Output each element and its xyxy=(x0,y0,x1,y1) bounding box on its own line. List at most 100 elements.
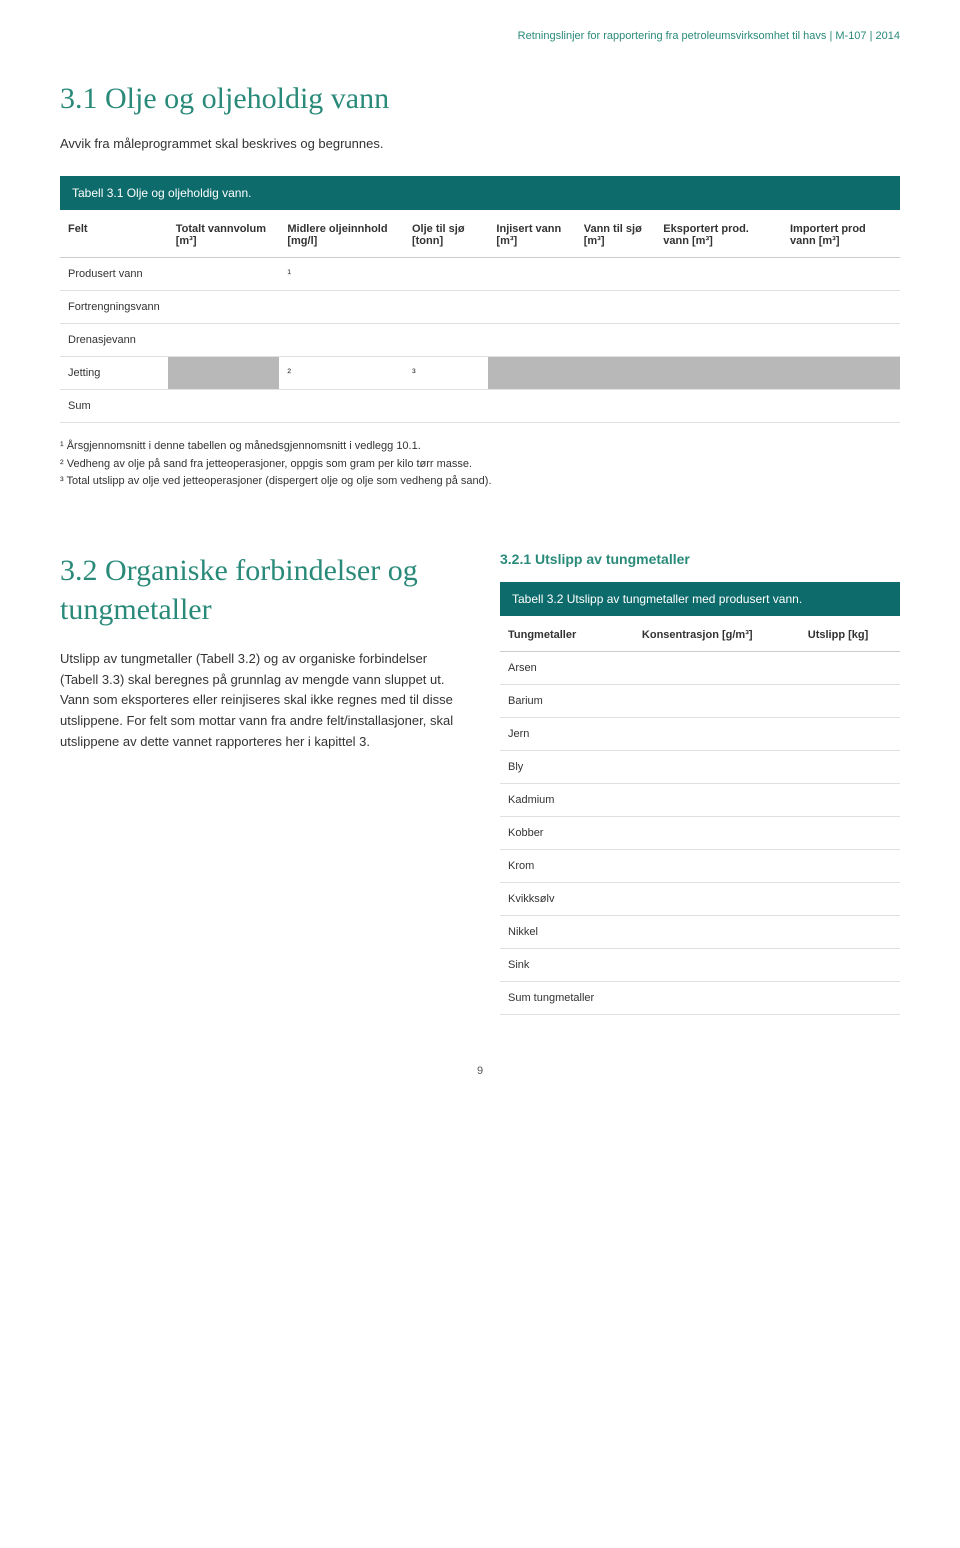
cell xyxy=(488,324,575,357)
col-header: Utslipp [kg] xyxy=(800,619,900,652)
table-row: Jern xyxy=(500,717,900,750)
cell xyxy=(800,651,900,684)
footnote-1: ¹ Årsgjennomsnitt i denne tabellen og må… xyxy=(60,438,900,456)
row-label: Produsert vann xyxy=(60,258,168,291)
cell xyxy=(404,258,488,291)
row-label: Drenasjevann xyxy=(60,324,168,357)
row-label: Kadmium xyxy=(500,783,634,816)
cell xyxy=(800,849,900,882)
col-header: Injisert vann [m³] xyxy=(488,213,575,258)
row-label: Nikkel xyxy=(500,915,634,948)
cell xyxy=(782,357,900,390)
cell xyxy=(634,882,800,915)
table-row: Kobber xyxy=(500,816,900,849)
cell xyxy=(488,291,575,324)
table-row: Fortrengningsvann xyxy=(60,291,900,324)
cell xyxy=(800,816,900,849)
footnote-3: ³ Total utslipp av olje ved jetteoperasj… xyxy=(60,473,900,491)
cell xyxy=(800,882,900,915)
row-label: Kvikksølv xyxy=(500,882,634,915)
table-row: Barium xyxy=(500,684,900,717)
section-3-1-heading: 3.1 Olje og oljeholdig vann xyxy=(60,82,900,116)
cell xyxy=(634,750,800,783)
col-header: Vann til sjø [m³] xyxy=(576,213,656,258)
cell xyxy=(634,948,800,981)
row-label: Jern xyxy=(500,717,634,750)
table-row: Kadmium xyxy=(500,783,900,816)
cell xyxy=(168,390,280,423)
footnote-2: ² Vedheng av olje på sand fra jetteopera… xyxy=(60,456,900,474)
table-row: Kvikksølv xyxy=(500,882,900,915)
cell: ³ xyxy=(404,357,488,390)
cell xyxy=(634,684,800,717)
section-3-2-body: Utslipp av tungmetaller (Tabell 3.2) og … xyxy=(60,649,460,753)
cell xyxy=(800,948,900,981)
table-row: Sink xyxy=(500,948,900,981)
cell: ¹ xyxy=(279,258,404,291)
row-label: Sum xyxy=(60,390,168,423)
cell xyxy=(655,357,782,390)
cell xyxy=(576,291,656,324)
cell xyxy=(168,324,280,357)
cell xyxy=(279,324,404,357)
cell xyxy=(655,324,782,357)
cell xyxy=(168,258,280,291)
table-row: Produsert vann ¹ xyxy=(60,258,900,291)
table-row: Sum tungmetaller xyxy=(500,981,900,1014)
cell xyxy=(404,291,488,324)
cell xyxy=(800,981,900,1014)
cell xyxy=(279,291,404,324)
cell xyxy=(782,258,900,291)
cell xyxy=(800,717,900,750)
cell: ² xyxy=(279,357,404,390)
cell xyxy=(800,750,900,783)
cell xyxy=(634,915,800,948)
col-header: Importert prod vann [m³] xyxy=(782,213,900,258)
cell xyxy=(576,258,656,291)
cell xyxy=(782,291,900,324)
col-header: Tungmetaller xyxy=(500,619,634,652)
cell xyxy=(576,357,656,390)
page-number: 9 xyxy=(60,1065,900,1077)
cell xyxy=(634,981,800,1014)
cell xyxy=(634,783,800,816)
table-3-1: Felt Totalt vannvolum [m³] Midlere oljei… xyxy=(60,213,900,423)
cell xyxy=(488,357,575,390)
cell xyxy=(634,717,800,750)
row-label: Barium xyxy=(500,684,634,717)
cell xyxy=(168,291,280,324)
cell xyxy=(404,390,488,423)
page-header: Retningslinjer for rapportering fra petr… xyxy=(60,30,900,42)
cell xyxy=(634,651,800,684)
row-label: Bly xyxy=(500,750,634,783)
cell xyxy=(488,390,575,423)
table-row: Jetting ²³ xyxy=(60,357,900,390)
row-label: Sum tungmetaller xyxy=(500,981,634,1014)
table-header-row: Tungmetaller Konsentrasjon [g/m³] Utslip… xyxy=(500,619,900,652)
table-3-1-footnotes: ¹ Årsgjennomsnitt i denne tabellen og må… xyxy=(60,438,900,491)
section-3-1-intro: Avvik fra måleprogrammet skal beskrives … xyxy=(60,136,900,151)
table-row: Drenasjevann xyxy=(60,324,900,357)
cell xyxy=(782,390,900,423)
cell xyxy=(576,324,656,357)
row-label: Sink xyxy=(500,948,634,981)
col-header: Konsentrasjon [g/m³] xyxy=(634,619,800,652)
col-header: Midlere oljeinnhold [mg/l] xyxy=(279,213,404,258)
table-3-2: Tungmetaller Konsentrasjon [g/m³] Utslip… xyxy=(500,619,900,1015)
col-header: Eksportert prod. vann [m³] xyxy=(655,213,782,258)
section-3-2-heading: 3.2 Organiske forbindelser og tungmetall… xyxy=(60,551,460,629)
row-label: Jetting xyxy=(60,357,168,390)
cell xyxy=(800,684,900,717)
table-row: Arsen xyxy=(500,651,900,684)
cell xyxy=(404,324,488,357)
cell xyxy=(800,783,900,816)
cell xyxy=(800,915,900,948)
row-label: Krom xyxy=(500,849,634,882)
row-label: Arsen xyxy=(500,651,634,684)
cell xyxy=(655,258,782,291)
col-header: Totalt vannvolum [m³] xyxy=(168,213,280,258)
table-3-1-caption: Tabell 3.1 Olje og oljeholdig vann. xyxy=(60,176,900,210)
table-3-2-caption: Tabell 3.2 Utslipp av tungmetaller med p… xyxy=(500,582,900,616)
cell xyxy=(168,357,280,390)
cell xyxy=(279,390,404,423)
